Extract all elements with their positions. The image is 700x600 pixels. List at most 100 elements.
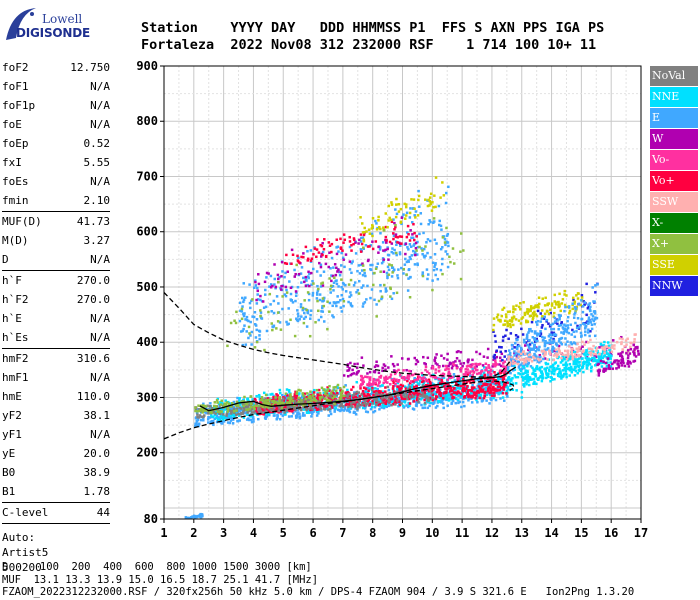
echo-point — [441, 396, 445, 400]
echo-point — [400, 266, 403, 270]
echo-point — [358, 406, 361, 409]
echo-point — [528, 314, 532, 318]
echo-point — [526, 312, 530, 315]
echo-point — [436, 385, 440, 388]
echo-point — [375, 222, 378, 225]
echo-point — [300, 315, 303, 318]
echo-point — [363, 401, 366, 405]
echo-point — [568, 362, 572, 366]
echo-point — [559, 341, 563, 344]
echo-point — [341, 398, 345, 402]
echo-point — [346, 400, 349, 404]
echo-point — [328, 389, 331, 392]
echo-point — [240, 310, 244, 313]
echo-point — [309, 403, 312, 406]
echo-point — [275, 295, 279, 298]
echo-point — [342, 394, 346, 398]
echo-point — [411, 373, 415, 377]
echo-point — [560, 336, 564, 340]
echo-point — [435, 242, 438, 245]
echo-point — [539, 334, 542, 338]
echo-point — [273, 283, 276, 286]
echo-point — [585, 367, 589, 370]
echo-point — [340, 310, 344, 313]
echo-point — [460, 366, 463, 370]
echo-point — [515, 389, 518, 392]
echo-point — [566, 305, 570, 309]
echo-point — [247, 418, 251, 422]
echo-point — [491, 386, 495, 389]
echo-point — [247, 319, 250, 323]
echo-point — [381, 390, 385, 393]
echo-point — [573, 313, 576, 316]
echo-point — [431, 200, 434, 204]
echo-point — [532, 382, 535, 386]
echo-point — [405, 404, 408, 407]
echo-point — [528, 383, 531, 387]
echo-point — [576, 342, 579, 346]
echo-point — [431, 367, 435, 370]
echo-point — [475, 365, 478, 368]
echo-point — [232, 407, 236, 411]
echo-point — [523, 376, 527, 380]
echo-point — [307, 275, 310, 278]
echo-point — [332, 392, 335, 395]
echo-point — [261, 411, 264, 414]
echo-point — [572, 330, 576, 334]
echo-point — [196, 418, 200, 422]
echo-point — [217, 406, 221, 409]
echo-point — [249, 401, 252, 404]
echo-point — [443, 241, 447, 244]
echo-point — [269, 274, 273, 278]
echo-point — [300, 281, 303, 284]
echo-point — [544, 353, 547, 356]
echo-point — [589, 330, 592, 333]
echo-point — [324, 392, 327, 396]
echo-point — [295, 263, 298, 267]
echo-point — [451, 399, 455, 403]
echo-point — [254, 280, 257, 284]
echo-point — [241, 329, 244, 333]
echo-point — [603, 354, 607, 357]
echo-point — [431, 365, 435, 369]
echo-point — [348, 394, 352, 398]
echo-point — [291, 396, 295, 400]
echo-point — [319, 399, 323, 402]
echo-point — [208, 405, 212, 408]
echo-point — [313, 247, 317, 250]
echo-point — [398, 251, 402, 254]
echo-point — [379, 393, 382, 397]
echo-point — [259, 410, 263, 413]
echo-point — [556, 364, 560, 368]
echo-point — [522, 358, 525, 362]
echo-point — [352, 242, 355, 246]
echo-point — [406, 405, 410, 409]
echo-point — [346, 396, 350, 400]
echo-point — [584, 356, 588, 360]
echo-point — [488, 393, 492, 397]
echo-point — [317, 395, 320, 399]
echo-point — [514, 308, 517, 311]
echo-point — [369, 407, 373, 411]
echo-point — [407, 357, 410, 361]
echo-point — [602, 351, 605, 355]
echo-point — [239, 402, 242, 405]
echo-point — [416, 382, 420, 385]
echo-point — [351, 401, 355, 404]
echo-point — [429, 374, 433, 378]
echo-point — [408, 402, 412, 405]
echo-point — [615, 367, 618, 370]
echo-point — [338, 273, 342, 277]
echo-point — [329, 412, 333, 416]
echo-point — [563, 349, 567, 353]
echo-point — [380, 297, 383, 301]
echo-point — [431, 393, 435, 397]
echo-point — [286, 399, 290, 402]
echo-point — [267, 272, 270, 275]
echo-point — [490, 391, 493, 394]
echo-point — [560, 358, 564, 361]
echo-point — [329, 395, 333, 399]
echo-point — [368, 381, 371, 384]
echo-point — [353, 362, 356, 366]
echo-point — [350, 244, 353, 247]
